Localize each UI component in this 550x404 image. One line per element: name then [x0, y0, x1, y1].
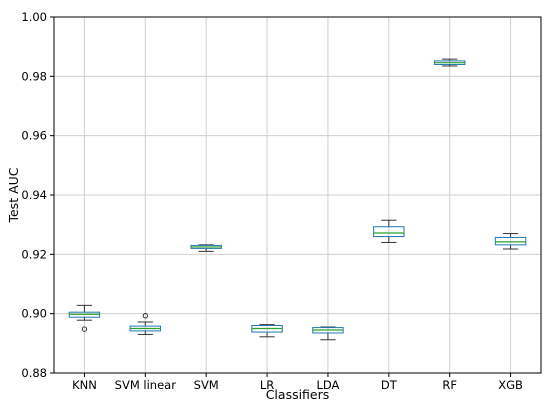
x-tick-label: SVM: [194, 378, 219, 392]
box-lr: [251, 324, 283, 338]
x-axis-label: Classifiers: [266, 387, 330, 402]
x-tick-label: LR: [260, 378, 274, 392]
y-tick-label: 0.98: [21, 69, 47, 83]
y-tick-label: 0.94: [21, 188, 47, 202]
y-tick-label: 0.92: [21, 247, 47, 261]
y-tick-label: 0.88: [21, 366, 47, 380]
x-tick-label: DT: [381, 378, 398, 392]
x-tick-label: SVM linear: [115, 378, 177, 392]
y-tick-label: 0.96: [21, 129, 47, 143]
box-svm: [190, 244, 222, 252]
boxes-layer: [68, 58, 527, 341]
box-svm-linear: [129, 313, 162, 335]
iqr-box: [494, 236, 527, 246]
outlier-point: [142, 313, 148, 319]
grid-lines: [54, 16, 541, 374]
y-axis-label: Test AUC: [6, 167, 21, 223]
box-dt: [373, 219, 405, 243]
box-lda: [312, 326, 344, 341]
x-tick-label: RF: [442, 378, 457, 392]
outlier-point: [81, 326, 88, 332]
box-xgb: [494, 233, 527, 250]
y-tick-label: 1.00: [21, 10, 47, 24]
box-knn: [68, 304, 101, 332]
iqr-box: [373, 226, 405, 238]
axis-ticks: 0.88 0.90 0.92 0.94 0.96 0.98 1.00 KNN SVM linea…: [21, 10, 523, 392]
y-tick-label: 0.90: [21, 307, 47, 321]
box-rf: [433, 58, 466, 67]
x-tick-label: LDA: [316, 378, 339, 392]
x-tick-label: XGB: [498, 378, 523, 392]
x-tick-label: KNN: [72, 378, 97, 392]
